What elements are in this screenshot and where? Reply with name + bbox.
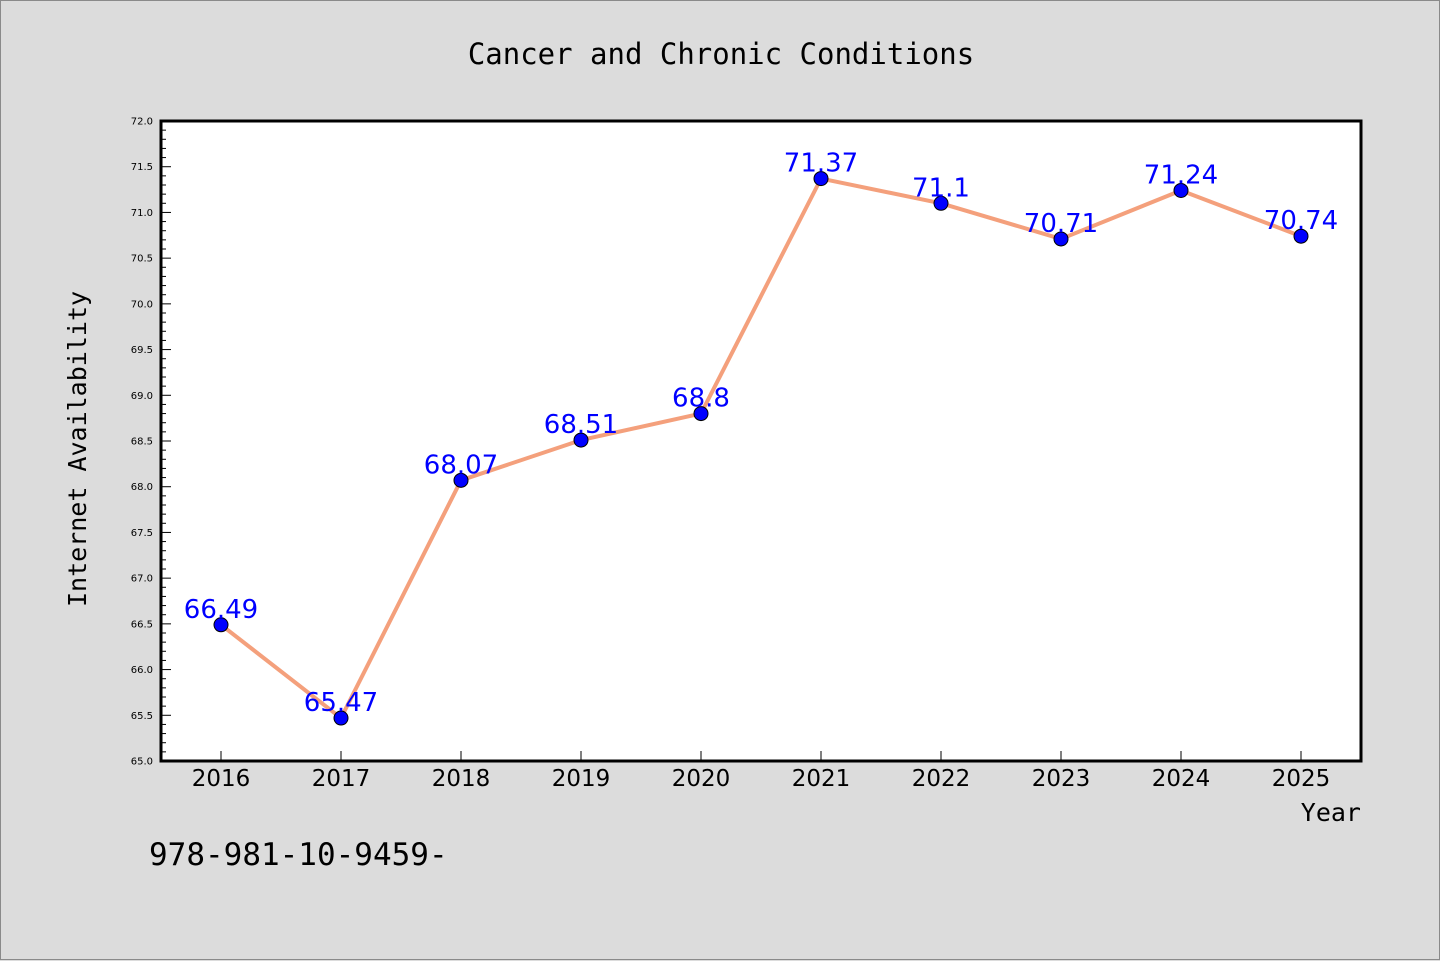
x-axis: 2016 2017 2018 2019 2020 2021 2022 2023 2024 2025 bbox=[192, 751, 1331, 792]
x-axis-label: Year bbox=[1301, 798, 1361, 827]
y-tick-label: 69.0 bbox=[131, 391, 153, 402]
x-tick-label: 2024 bbox=[1152, 766, 1211, 792]
x-tick-label: 2025 bbox=[1272, 766, 1331, 792]
x-tick-label: 2019 bbox=[552, 766, 611, 792]
data-label: 71.24 bbox=[1144, 160, 1218, 190]
x-tick-label: 2016 bbox=[192, 766, 251, 792]
y-tick-label: 70.0 bbox=[131, 299, 153, 310]
data-point bbox=[453, 472, 469, 488]
data-point bbox=[933, 195, 949, 211]
x-tick-label: 2023 bbox=[1032, 766, 1091, 792]
data-point bbox=[693, 406, 709, 422]
y-tick-label: 70.5 bbox=[131, 254, 153, 265]
data-label: 71.1 bbox=[912, 173, 970, 203]
x-tick-label: 2021 bbox=[792, 766, 851, 792]
data-label: 70.71 bbox=[1024, 209, 1098, 239]
data-label: 71.37 bbox=[784, 149, 858, 179]
data-label: 70.74 bbox=[1264, 206, 1338, 236]
data-point bbox=[213, 617, 229, 633]
y-tick-label: 67.0 bbox=[131, 574, 153, 585]
plot-area bbox=[159, 119, 1363, 763]
x-tick-label: 2018 bbox=[432, 766, 491, 792]
data-point bbox=[1293, 228, 1309, 244]
data-point bbox=[573, 432, 589, 448]
y-tick-label: 68.0 bbox=[131, 482, 153, 493]
footnote-text: 978-981-10-9459- bbox=[149, 837, 448, 873]
x-tick-label: 2017 bbox=[312, 766, 371, 792]
series-line bbox=[219, 176, 1302, 721]
y-tick-label: 71.5 bbox=[131, 162, 153, 173]
data-label: 65.47 bbox=[304, 688, 378, 718]
y-tick-label: 65.5 bbox=[131, 711, 153, 722]
data-label: 66.49 bbox=[184, 595, 258, 625]
y-tick-label: 65.0 bbox=[131, 757, 153, 768]
y-axis-label: Internet Availability bbox=[63, 291, 92, 607]
data-label: 68.8 bbox=[672, 384, 730, 414]
y-axis: 65.0 65.5 66.0 66.5 67.0 67.5 68.0 68.5 69.0 69.5… bbox=[131, 117, 171, 768]
y-tick-label: 68.5 bbox=[131, 437, 153, 448]
y-tick-label: 67.5 bbox=[131, 528, 153, 539]
x-tick-label: 2022 bbox=[912, 766, 971, 792]
data-point bbox=[1053, 231, 1069, 247]
data-point bbox=[813, 171, 829, 187]
y-tick-label: 72.0 bbox=[131, 117, 153, 128]
y-tick-label: 66.0 bbox=[131, 665, 153, 676]
data-point bbox=[333, 710, 349, 726]
y-tick-label: 66.5 bbox=[131, 619, 153, 630]
data-label: 68.07 bbox=[424, 450, 498, 480]
chart-title: Cancer and Chronic Conditions bbox=[468, 37, 974, 71]
data-point bbox=[1173, 182, 1189, 198]
y-tick-label: 71.0 bbox=[131, 208, 153, 219]
x-tick-label: 2020 bbox=[672, 766, 731, 792]
y-tick-label: 69.5 bbox=[131, 345, 153, 356]
series-group: 66.49 65.47 68.07 68.51 68.8 71.37 71.1 70.71 71… bbox=[184, 149, 1338, 726]
data-label: 68.51 bbox=[544, 410, 618, 440]
